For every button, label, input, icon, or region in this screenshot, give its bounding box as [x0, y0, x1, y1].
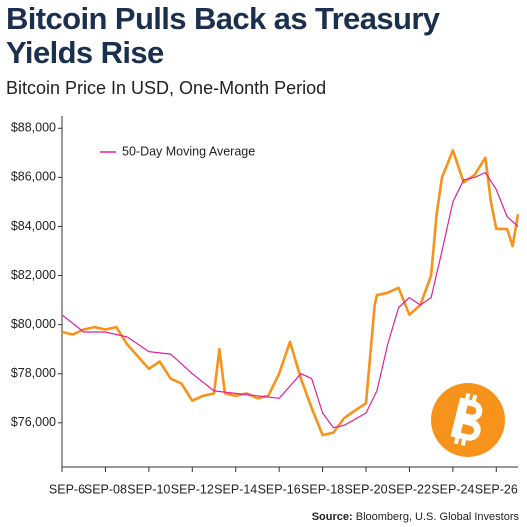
x-tick-label: SEP-12 — [171, 482, 214, 496]
y-tick-label: $76,000 — [11, 415, 56, 429]
y-tick-label: $86,000 — [11, 170, 56, 184]
y-tick-label: $88,000 — [11, 121, 56, 135]
y-tick-label: $78,000 — [11, 366, 56, 380]
source-note: Source: Bloomberg, U.S. Global Investors — [312, 511, 519, 523]
x-tick-label: SEP-14 — [214, 482, 257, 496]
series-line — [61, 149, 520, 437]
chart-subtitle: Bitcoin Price In USD, One-Month Period — [6, 78, 327, 98]
source-text: Bloomberg, U.S. Global Investors — [355, 511, 519, 523]
x-tick-label: SEP-20 — [344, 482, 387, 496]
x-tick-label: SEP-24 — [431, 482, 474, 496]
series-line — [61, 171, 519, 429]
source-label: Source: — [311, 511, 353, 523]
y-tick-label: $84,000 — [11, 219, 56, 233]
x-tick-label: SEP-08 — [84, 482, 127, 496]
chart-title: Bitcoin Pulls Back as Treasury Yields Ri… — [6, 1, 440, 70]
x-tick-label: SEP-16 — [258, 482, 301, 496]
y-tick-label: $82,000 — [11, 268, 56, 282]
x-tick-label: SEP-6 — [49, 482, 85, 496]
y-tick-label: $80,000 — [11, 317, 56, 331]
legend-label: 50-Day Moving Average — [122, 144, 255, 158]
x-tick-label: SEP-10 — [127, 482, 170, 496]
x-tick-label: SEP-26 — [475, 482, 518, 496]
bitcoin-logo — [431, 383, 505, 457]
x-tick-label: SEP-18 — [301, 482, 344, 496]
x-tick-label: SEP-22 — [388, 482, 431, 496]
